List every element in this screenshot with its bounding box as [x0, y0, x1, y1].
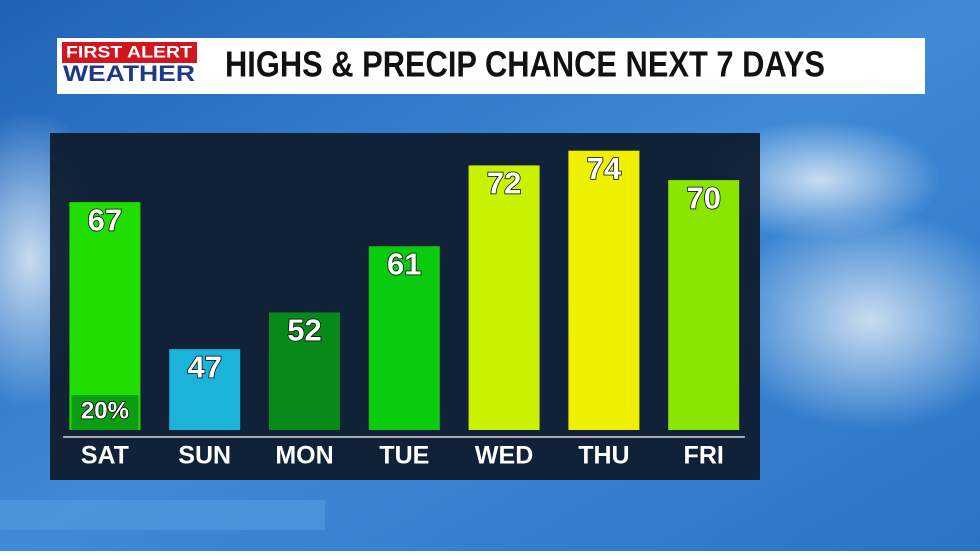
- logo-line2: WEATHER: [63, 61, 195, 86]
- value-label: 52: [287, 313, 321, 348]
- precip-label: 20%: [81, 397, 129, 424]
- value-label: 72: [487, 166, 521, 201]
- x-tick-label: SAT: [81, 442, 129, 470]
- bar: [169, 349, 241, 430]
- cloud: [720, 210, 980, 430]
- bar: [568, 150, 640, 430]
- value-label: 47: [187, 349, 221, 384]
- logo-line1: FIRST ALERT: [66, 42, 193, 61]
- value-label: 61: [387, 246, 421, 281]
- bar: [668, 180, 740, 430]
- bar: [69, 202, 141, 430]
- x-tick-label: SUN: [178, 442, 231, 470]
- value-label: 67: [88, 202, 122, 237]
- title-bar: [57, 38, 925, 94]
- x-tick-label: TUE: [379, 442, 429, 470]
- bar: [269, 312, 340, 430]
- precip-box: [71, 395, 139, 430]
- logo-box: [62, 42, 197, 63]
- x-tick-label: THU: [578, 442, 629, 470]
- value-label: 74: [587, 151, 622, 186]
- x-tick-label: MON: [275, 442, 333, 470]
- x-tick-label: FRI: [684, 442, 724, 470]
- chart-title: HIGHS & PRECIP CHANCE NEXT 7 DAYS: [225, 44, 825, 85]
- stripe: [0, 500, 325, 530]
- x-tick-label: WED: [475, 442, 533, 470]
- bar: [368, 246, 440, 430]
- bar: [468, 165, 540, 430]
- value-label: 70: [686, 180, 720, 215]
